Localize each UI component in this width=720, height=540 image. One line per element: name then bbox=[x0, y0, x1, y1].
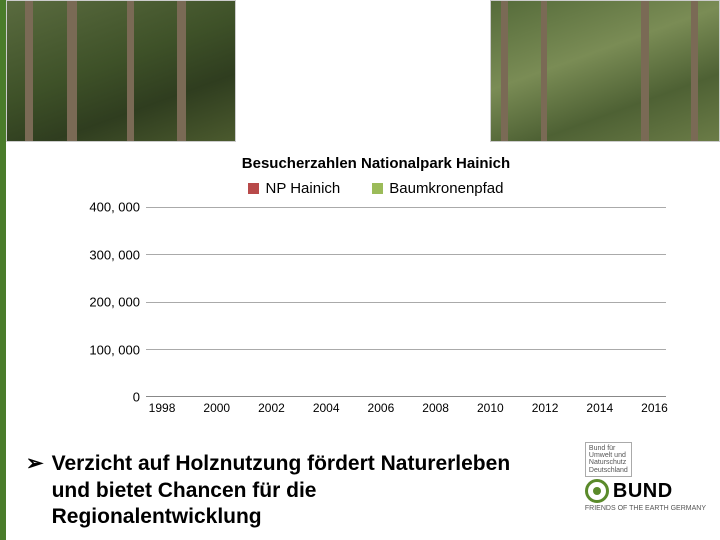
legend-swatch-np bbox=[248, 183, 259, 194]
y-tick: 300, 000 bbox=[89, 247, 140, 262]
bund-logo: Bund fürUmwelt undNaturschutzDeutschland… bbox=[585, 442, 706, 512]
chart-plot bbox=[146, 207, 666, 397]
x-tick: 2016 bbox=[641, 401, 663, 415]
x-tick bbox=[559, 401, 581, 415]
legend-swatch-bkp bbox=[372, 183, 383, 194]
logo-main: BUND bbox=[585, 479, 673, 503]
y-tick: 100, 000 bbox=[89, 342, 140, 357]
chart-area: 0100, 000200, 000300, 000400, 000 bbox=[86, 207, 666, 397]
x-tick bbox=[231, 401, 253, 415]
x-tick: 2014 bbox=[586, 401, 608, 415]
chart-legend: NP Hainich Baumkronenpfad bbox=[86, 180, 666, 197]
gridline bbox=[146, 349, 666, 350]
photo-forest-left bbox=[6, 0, 236, 142]
y-tick: 0 bbox=[133, 390, 140, 405]
legend-label-bkp: Baumkronenpfad bbox=[389, 180, 503, 197]
gridline bbox=[146, 254, 666, 255]
slide: { "photos": { "left_alt": "Beech forest … bbox=[0, 0, 720, 540]
logo-small-text: Bund fürUmwelt undNaturschutzDeutschland bbox=[585, 442, 632, 477]
bullet-icon: ➢ bbox=[26, 451, 44, 530]
visitor-chart: Besucherzahlen Nationalpark Hainich NP H… bbox=[86, 155, 666, 415]
x-tick: 2004 bbox=[313, 401, 335, 415]
bullet-text: Verzicht auf Holznutzung fördert Naturer… bbox=[52, 451, 530, 530]
conclusion-bullet: ➢ Verzicht auf Holznutzung fördert Natur… bbox=[26, 451, 530, 530]
x-tick bbox=[614, 401, 636, 415]
logo-subtitle: FRIENDS OF THE EARTH GERMANY bbox=[585, 505, 706, 512]
gridline bbox=[146, 207, 666, 208]
photo-gap bbox=[244, 0, 482, 142]
x-tick: 2008 bbox=[422, 401, 444, 415]
y-tick: 400, 000 bbox=[89, 200, 140, 215]
x-tick bbox=[285, 401, 307, 415]
header-photos bbox=[6, 0, 720, 142]
x-tick bbox=[450, 401, 472, 415]
x-tick: 2006 bbox=[368, 401, 390, 415]
x-tick: 1998 bbox=[149, 401, 171, 415]
gridline bbox=[146, 302, 666, 303]
chart-title: Besucherzahlen Nationalpark Hainich bbox=[86, 155, 666, 172]
logo-wordmark: BUND bbox=[613, 480, 673, 503]
x-tick bbox=[504, 401, 526, 415]
x-tick bbox=[340, 401, 362, 415]
legend-item-bkp: Baumkronenpfad bbox=[372, 180, 503, 197]
x-axis: 1998 2000 2002 2004 2006 2008 2010 2012 2014 2016 bbox=[146, 401, 666, 415]
y-tick: 200, 000 bbox=[89, 295, 140, 310]
x-tick: 2000 bbox=[203, 401, 225, 415]
y-axis: 0100, 000200, 000300, 000400, 000 bbox=[86, 207, 146, 397]
x-tick bbox=[176, 401, 198, 415]
x-tick: 2012 bbox=[532, 401, 554, 415]
logo-circle-icon bbox=[585, 479, 609, 503]
legend-label-np: NP Hainich bbox=[265, 180, 340, 197]
x-tick: 2002 bbox=[258, 401, 280, 415]
photo-family-right bbox=[490, 0, 720, 142]
legend-item-np: NP Hainich bbox=[248, 180, 340, 197]
x-tick bbox=[395, 401, 417, 415]
x-tick: 2010 bbox=[477, 401, 499, 415]
